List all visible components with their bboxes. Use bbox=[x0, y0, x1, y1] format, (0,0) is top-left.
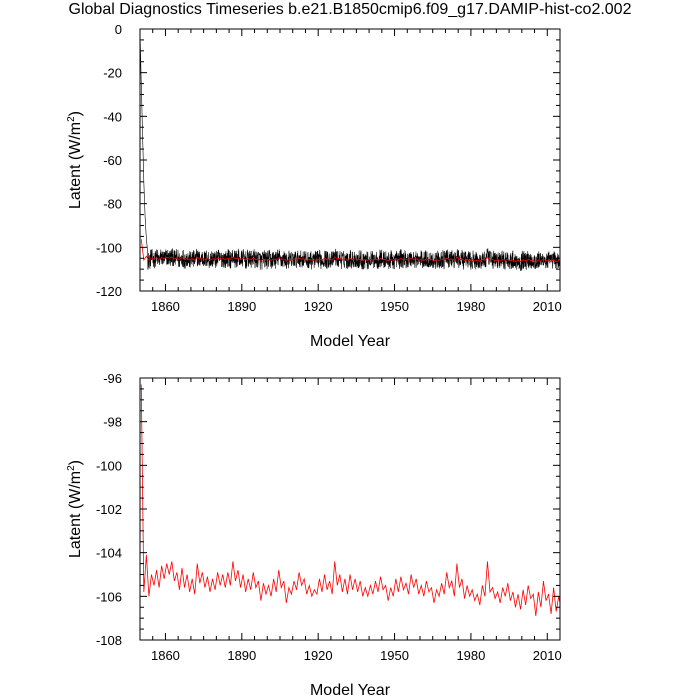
panel-1: 1860 1890 1920 1950 1980 2010 0 -20 -40 -60 -80 -10… bbox=[66, 22, 562, 350]
x-tick-label: 1920 bbox=[304, 648, 333, 663]
series-line-2 bbox=[140, 239, 560, 263]
y-tick-label: -108 bbox=[96, 633, 122, 648]
y-tick-label: -60 bbox=[103, 153, 122, 168]
x-tick-label: 1860 bbox=[151, 648, 180, 663]
x-tick-label: 1860 bbox=[151, 299, 180, 314]
x-tick-label: 1980 bbox=[456, 648, 485, 663]
y-tick-label: -100 bbox=[96, 240, 122, 255]
x-tick-label: 1890 bbox=[227, 299, 256, 314]
y-axis-title: Latent (W/m2) bbox=[66, 111, 84, 209]
x-axis-title: Model Year bbox=[310, 682, 391, 699]
y-tick-label: -102 bbox=[96, 502, 122, 517]
y-tick-label: -96 bbox=[103, 371, 122, 386]
series-line-1 bbox=[140, 384, 560, 617]
y-tick-label: -100 bbox=[96, 458, 122, 473]
y-tick-label: -98 bbox=[103, 415, 122, 430]
x-tick-label: 1980 bbox=[456, 299, 485, 314]
y-axis-title: Latent (W/m2) bbox=[66, 460, 84, 558]
figure-title: Global Diagnostics Timeseries b.e21.B185… bbox=[68, 1, 632, 18]
x-tick-label: 2010 bbox=[533, 648, 562, 663]
x-tick-label: 1920 bbox=[304, 299, 333, 314]
y-tick-label: -40 bbox=[103, 109, 122, 124]
y-tick-label: -120 bbox=[96, 284, 122, 299]
y-tick-label: -106 bbox=[96, 589, 122, 604]
series-line-1 bbox=[140, 31, 560, 271]
x-tick-label: 1950 bbox=[380, 299, 409, 314]
panel-2: 1860 1890 1920 1950 1980 2010 -96 -98 -100 -102 -1… bbox=[66, 371, 562, 699]
x-axis-title: Model Year bbox=[310, 333, 391, 350]
x-tick-label: 1890 bbox=[227, 648, 256, 663]
y-tick-label: -80 bbox=[103, 197, 122, 212]
y-tick-label: -20 bbox=[103, 66, 122, 81]
plot-frame bbox=[139, 377, 561, 641]
y-tick-label: 0 bbox=[115, 22, 122, 37]
x-tick-label: 2010 bbox=[533, 299, 562, 314]
x-tick-label: 1950 bbox=[380, 648, 409, 663]
y-tick-label: -104 bbox=[96, 546, 122, 561]
